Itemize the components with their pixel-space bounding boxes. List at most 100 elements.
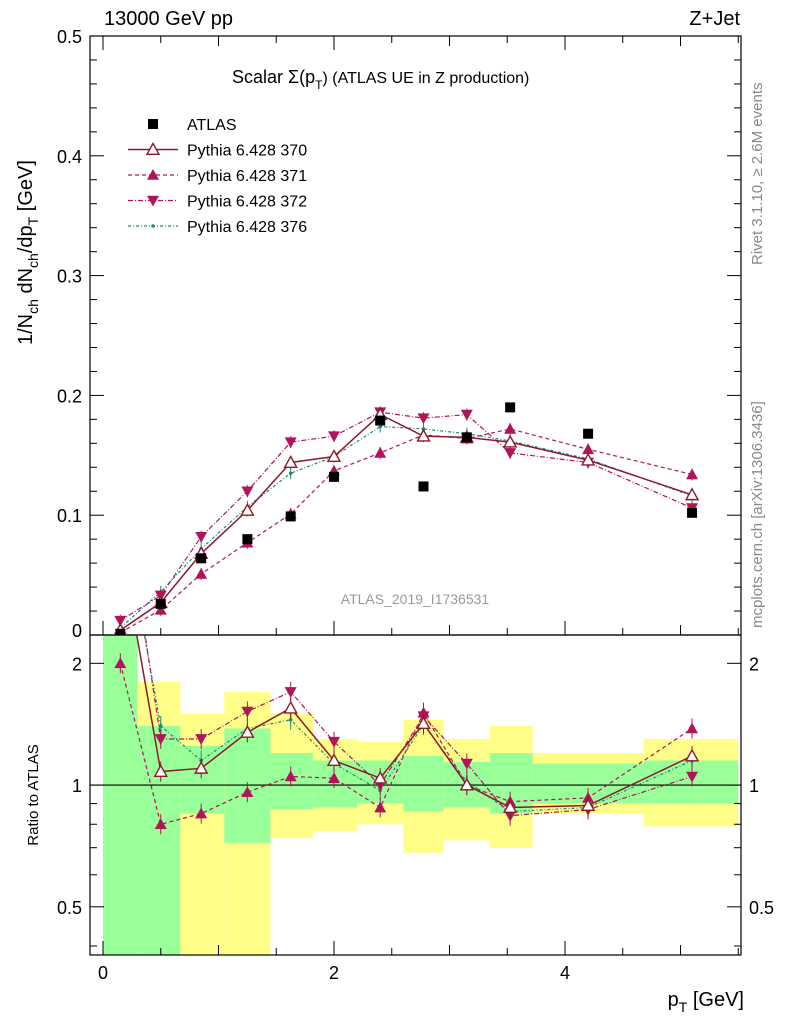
band-inner <box>403 755 444 812</box>
ratio-line-2 <box>144 635 693 817</box>
ratio-point <box>459 777 475 791</box>
axes: 0 0.1 0.2 0.3 0.4 0.5 0.5 0.5 1 1 2 2 0 2 4 <box>57 27 774 983</box>
ratio-point <box>288 718 293 722</box>
y-axis-main-label: 1/Nch dNch/dpT [GeV] <box>15 160 41 345</box>
x-tick-label: 2 <box>329 963 339 983</box>
ratio-point <box>417 706 430 718</box>
ratio-point <box>373 770 388 784</box>
data-point <box>505 402 516 413</box>
data-point <box>375 415 386 426</box>
ratio-series <box>114 466 700 835</box>
mcplots-label: mcplots.cern.ch [arXiv:1306.3436] <box>749 401 766 628</box>
main-point <box>684 487 700 501</box>
ratio-point <box>686 771 699 783</box>
main-y-tick-label: 0.1 <box>57 506 82 526</box>
main-point <box>154 603 167 615</box>
main-point <box>504 422 517 434</box>
band-inner <box>137 725 181 955</box>
data-point <box>196 553 207 564</box>
ratio-point <box>326 753 342 767</box>
main-y-tick-label: 0.3 <box>57 267 82 287</box>
main-y-tick-label: 0 <box>72 621 82 641</box>
ratio-point <box>154 734 167 745</box>
ratio-line-3 <box>143 635 693 813</box>
legend-label: Pythia 6.428 371 <box>187 168 307 185</box>
band-inner <box>103 635 138 955</box>
ratio-point <box>580 798 596 812</box>
plot-title: Scalar Σ(pT) (ATLAS UE in Z production) <box>232 67 529 92</box>
main-line-3 <box>119 425 693 629</box>
data-point <box>155 598 166 609</box>
main-point <box>114 615 127 627</box>
ratio-point <box>284 687 297 698</box>
main-point <box>195 531 208 543</box>
ratio-point <box>114 466 126 477</box>
main-line-1 <box>120 428 693 634</box>
legend-marker <box>147 169 159 180</box>
data-point <box>687 507 698 518</box>
ratio-point <box>114 536 126 547</box>
ratio-point <box>195 807 208 819</box>
legend-label: ATLAS <box>187 117 237 134</box>
legend-label: Pythia 6.428 372 <box>187 194 307 211</box>
main-point <box>416 428 431 442</box>
band-inner <box>180 745 225 814</box>
data-point <box>583 428 594 439</box>
main-point <box>195 567 208 579</box>
plot-title-suffix: ) (ATLAS UE in Z production) <box>323 70 530 87</box>
main-y-tick-label: 0.4 <box>57 147 82 167</box>
ratio-y-tick-label-right: 1 <box>749 776 759 796</box>
plot-title-prefix: Scalar Σ(p <box>232 67 315 87</box>
ratio-point <box>154 818 167 830</box>
main-point <box>374 446 387 458</box>
main-point <box>328 431 340 443</box>
plot-title-sub: T <box>315 78 323 92</box>
legend-label: Pythia 6.428 370 <box>187 143 307 160</box>
ratio-point <box>328 736 340 748</box>
x-axis-label: pT [GeV] <box>668 989 744 1015</box>
band-inner <box>313 760 358 808</box>
legend-marker <box>145 142 161 156</box>
main-point <box>580 452 596 466</box>
legend-label: Pythia 6.428 376 <box>187 219 307 236</box>
ratio-y-tick-label: 2 <box>72 654 82 674</box>
header-right: Z+Jet <box>689 8 740 30</box>
data-point <box>285 511 296 522</box>
main-point <box>460 409 473 421</box>
ratio-point <box>241 786 254 798</box>
header-left: 13000 GeV pp <box>104 8 233 30</box>
ratio-point <box>284 770 297 782</box>
main-point <box>417 413 430 425</box>
main-point <box>502 434 518 448</box>
ratio-point <box>153 764 168 778</box>
ratio-point <box>119 501 123 505</box>
x-tick-label: 0 <box>98 963 108 983</box>
ratio-y-tick-label-right: 2 <box>749 654 759 674</box>
main-point <box>288 471 293 476</box>
legend-marker <box>151 224 155 228</box>
ratio-point <box>328 772 340 783</box>
legend-marker-atlas <box>148 119 158 129</box>
ratio-point <box>240 724 255 738</box>
ratio-point <box>416 716 431 729</box>
main-y-tick-label: 0.5 <box>57 27 82 47</box>
ratio-y-tick-label-right: 0.5 <box>749 898 774 918</box>
data-point <box>461 432 472 443</box>
main-line-0 <box>119 413 693 631</box>
main-point <box>378 424 383 429</box>
ratio-bands <box>103 635 739 955</box>
main-series <box>113 402 700 635</box>
main-point <box>504 448 517 459</box>
main-y-tick-label: 0.2 <box>57 386 82 406</box>
ratio-point <box>283 700 298 714</box>
main-point <box>582 443 595 455</box>
legend-marker <box>147 195 159 207</box>
x-tick-label: 4 <box>560 963 570 983</box>
ratio-frame <box>89 634 742 956</box>
ratio-point <box>195 734 208 745</box>
main-point <box>326 449 342 462</box>
data-point <box>329 471 339 482</box>
main-point <box>686 468 699 480</box>
ratio-point <box>684 748 700 762</box>
data-point <box>418 481 429 492</box>
